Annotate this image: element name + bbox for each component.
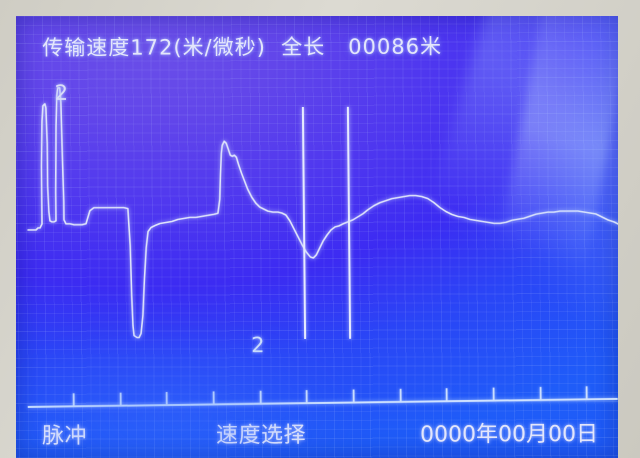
status-pulse-mode[interactable]: 脉冲 xyxy=(41,423,88,449)
status-bar: 脉冲 速度选择 0000年00月00日 xyxy=(20,410,618,458)
status-speed-select[interactable]: 速度选择 xyxy=(215,422,307,449)
cursor-group[interactable] xyxy=(301,106,352,339)
cursor-line-2[interactable] xyxy=(346,106,352,339)
lcd-inner-canvas: 传输速度172(米/微秒) 全长 00086米 2 2 脉冲 速度选择 0000… xyxy=(16,16,618,458)
cursor-line-1[interactable] xyxy=(301,106,307,339)
lcd-screen[interactable]: 传输速度172(米/微秒) 全长 00086米 2 2 脉冲 速度选择 0000… xyxy=(16,16,618,458)
waveform-plot[interactable] xyxy=(16,16,618,458)
reflectometry-trace xyxy=(27,87,618,339)
status-date: 0000年00月00日 xyxy=(419,421,599,448)
marker-label-bottom: 2 xyxy=(251,333,266,358)
bottom-axis xyxy=(27,386,618,408)
header-readout: 传输速度172(米/微秒) 全长 00086米 xyxy=(42,34,443,60)
axis-baseline xyxy=(27,397,618,408)
marker-label-top: 2 xyxy=(54,80,69,105)
